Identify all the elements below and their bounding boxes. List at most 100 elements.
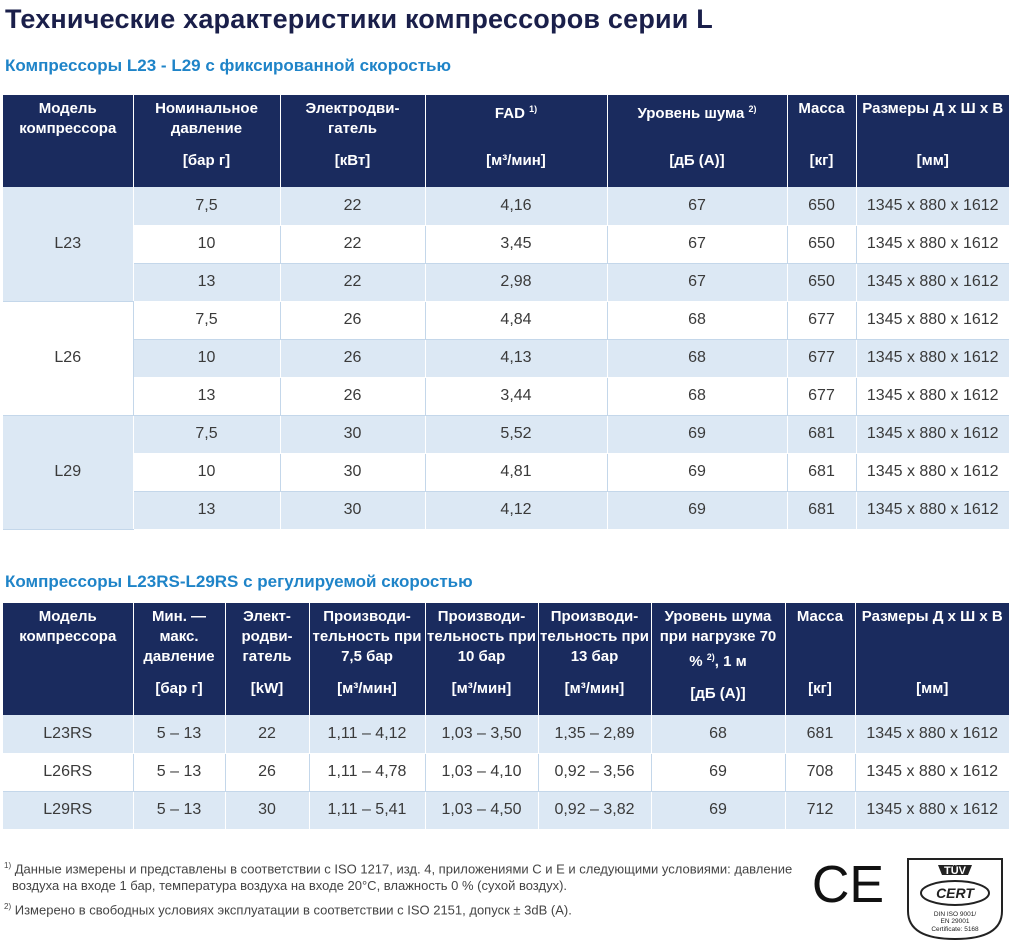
model-cell: L29	[3, 415, 134, 530]
fixed-cell-3: 69	[607, 491, 788, 530]
variable-header-2: Элект- родви- гатель [kW]	[225, 603, 310, 715]
model-cell: L23	[3, 187, 134, 302]
fixed-cell-0: 10	[133, 339, 281, 378]
fixed-cell-3: 67	[607, 225, 788, 264]
fixed-header-3: FAD 1) [м³/мин]	[425, 95, 608, 187]
fixed-header-label: Номинальное давление	[155, 100, 258, 137]
fixed-cell-0: 7,5	[133, 187, 281, 226]
fixed-cell-2: 3,44	[425, 377, 608, 416]
variable-header-label: Производи- тельность при 13 бар	[540, 608, 649, 665]
tuv-top-text: TÜV	[944, 864, 967, 877]
fixed-header-2: Электродви- гатель [кВт]	[280, 95, 426, 187]
fixed-cell-5: 1345 x 880 x 1612	[856, 453, 1009, 492]
model-cell: L26RS	[3, 753, 134, 792]
variable-cell-5: 1,35 – 2,89	[538, 715, 652, 754]
fixed-header-footnote-mark: 1)	[529, 104, 538, 114]
fixed-cell-4: 650	[787, 225, 857, 264]
fixed-cell-5: 1345 x 880 x 1612	[856, 415, 1009, 454]
variable-header-footnote-mark: 2)	[706, 652, 715, 662]
fixed-cell-5: 1345 x 880 x 1612	[856, 491, 1009, 530]
fixed-speed-subtitle: Компрессоры L23 - L29 с фиксированной ск…	[5, 56, 451, 75]
fixed-table-row: L23 7,5 22 4,16 67 650 1345 x 880 x 1612	[3, 187, 1009, 302]
fixed-header-unit: [кВт]	[334, 152, 371, 169]
model-cell: L26	[3, 301, 134, 416]
variable-table-row: L29RS 5 – 13 30 1,11 – 5,41 1,03 – 4,50 0,92 …	[3, 791, 1009, 830]
variable-cell-4: 1,03 – 4,50	[425, 791, 539, 830]
variable-header-5: Производи- тельность при 13 бар [м³/мин]	[538, 603, 652, 715]
variable-speed-table: Модель компрессора Мин. — макс. давление […	[3, 603, 1009, 830]
fixed-cell-1: 22	[280, 225, 426, 264]
fixed-header-unit: [м³/мин]	[486, 152, 546, 169]
fixed-cell-2: 5,52	[425, 415, 608, 454]
ce-mark-text: CE	[813, 856, 883, 909]
fixed-cell-2: 4,84	[425, 301, 608, 340]
fixed-cell-0: 13	[133, 263, 281, 302]
fixed-cell-5: 1345 x 880 x 1612	[856, 263, 1009, 302]
model-cell: L29RS	[3, 791, 134, 830]
variable-cell-2: 30	[225, 791, 310, 830]
variable-header-label: Элект- родви- гатель	[241, 608, 293, 665]
fixed-header-label: Электродви- гатель	[305, 100, 400, 137]
footnote-1-mark: 1)	[4, 861, 12, 870]
footnote-2-text: Измерено в свободных условиях эксплуатац…	[11, 902, 572, 918]
fixed-cell-5: 1345 x 880 x 1612	[856, 187, 1009, 226]
variable-cell-7: 708	[785, 753, 856, 792]
variable-header-label: Мин. — макс. давление	[143, 608, 215, 665]
tuv-cert-logo: TÜV CERT DIN ISO 9001/ EN 29001 Certific…	[907, 858, 1003, 941]
fixed-cell-1: 26	[280, 339, 426, 378]
variable-header-0: Модель компрессора	[3, 603, 134, 715]
variable-cell-5: 0,92 – 3,56	[538, 753, 652, 792]
fixed-cell-1: 30	[280, 491, 426, 530]
fixed-header-label: FAD 1)	[494, 104, 538, 122]
fixed-header-label: Масса	[798, 100, 845, 117]
fixed-cell-2: 4,16	[425, 187, 608, 226]
fixed-cell-0: 13	[133, 377, 281, 416]
fixed-header-unit: [кг]	[809, 152, 834, 169]
fixed-cell-0: 10	[133, 225, 281, 264]
fixed-table-row: 13 30 4,12 69 681 1345 x 880 x 1612	[3, 491, 1009, 530]
variable-cell-1: 5 – 13	[133, 753, 226, 792]
fixed-header-4: Уровень шума 2) [дБ (А)]	[607, 95, 788, 187]
fixed-cell-1: 30	[280, 415, 426, 454]
variable-cell-5: 0,92 – 3,82	[538, 791, 652, 830]
tuv-cert-text: CERT	[936, 885, 975, 901]
fixed-cell-4: 650	[787, 263, 857, 302]
variable-speed-subtitle: Компрессоры L23RS-L29RS с регулируемой с…	[5, 572, 473, 591]
fixed-table-row: 10 26 4,13 68 677 1345 x 880 x 1612	[3, 339, 1009, 378]
fixed-cell-4: 677	[787, 301, 857, 340]
fixed-cell-1: 22	[280, 263, 426, 302]
fixed-cell-3: 68	[607, 301, 788, 340]
variable-header-label: Масса	[796, 608, 844, 625]
fixed-header-0: Модель компрессора	[3, 95, 134, 187]
model-cell: L23RS	[3, 715, 134, 754]
fixed-header-5: Масса [кг]	[787, 95, 857, 187]
fixed-header-unit: [бар г]	[182, 152, 231, 169]
fixed-cell-0: 7,5	[133, 415, 281, 454]
fixed-header-label: Размеры Д х Ш х В	[862, 100, 1004, 117]
fixed-cell-2: 4,13	[425, 339, 608, 378]
fixed-cell-4: 681	[787, 491, 857, 530]
variable-table-row: L23RS 5 – 13 22 1,11 – 4,12 1,03 – 3,50 1,35 …	[3, 715, 1009, 754]
variable-cell-1: 5 – 13	[133, 791, 226, 830]
fixed-table-row: 10 22 3,45 67 650 1345 x 880 x 1612	[3, 225, 1009, 264]
variable-cell-4: 1,03 – 4,10	[425, 753, 539, 792]
footnote-1-text: Данные измерены и представлены в соответ…	[11, 861, 793, 894]
fixed-table-row: L26 7,5 26 4,84 68 677 1345 x 880 x 1612	[3, 301, 1009, 416]
fixed-cell-1: 26	[280, 377, 426, 416]
fixed-cell-4: 681	[787, 453, 857, 492]
fixed-table-row: 13 22 2,98 67 650 1345 x 880 x 1612	[3, 263, 1009, 302]
variable-header-label: Размеры Д х Ш х В	[861, 608, 1003, 625]
footnote-2-mark: 2)	[4, 902, 12, 912]
ce-mark-logo: CE	[813, 856, 883, 909]
fixed-header-unit: [мм]	[916, 152, 949, 169]
footnote-1: 1) Данные измерены и представлены в соот…	[4, 857, 804, 894]
variable-cell-3: 1,11 – 4,78	[309, 753, 426, 792]
variable-header-unit: [м³/мин]	[564, 680, 625, 697]
variable-header-unit: [дБ (А)]	[690, 685, 746, 702]
variable-table-row: L26RS 5 – 13 26 1,11 – 4,78 1,03 – 4,10 0,92 …	[3, 753, 1009, 792]
fixed-cell-3: 69	[607, 453, 788, 492]
tuv-line-3: Certificate: 5168	[931, 926, 979, 933]
variable-cell-1: 5 – 13	[133, 715, 226, 754]
fixed-cell-2: 4,81	[425, 453, 608, 492]
fixed-header-unit: [дБ (А)]	[669, 152, 725, 169]
